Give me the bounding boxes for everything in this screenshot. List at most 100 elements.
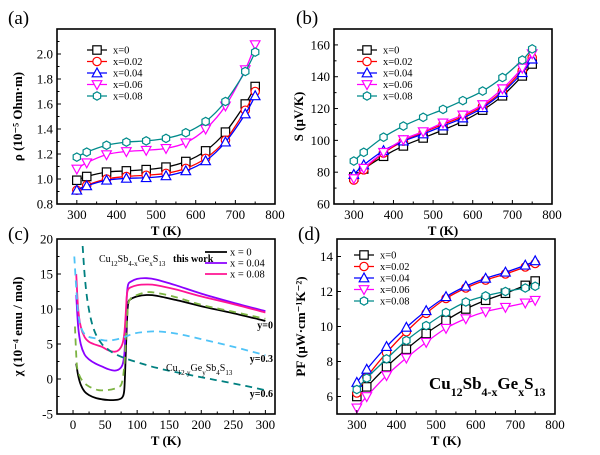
legend-label: x=0.08	[380, 297, 410, 308]
data-point	[479, 307, 492, 318]
y-tick-label: 160	[311, 37, 331, 52]
y-tick-label: 2.0	[37, 47, 53, 62]
data-point	[80, 158, 93, 170]
data-point	[420, 337, 432, 349]
data-point	[100, 173, 113, 185]
legend-marker	[92, 56, 102, 67]
data-point	[221, 96, 230, 107]
legend-marker	[92, 91, 102, 101]
data-point	[161, 133, 171, 144]
data-point	[219, 135, 232, 147]
formula-part: Ge	[138, 254, 150, 265]
x-tick-label: 800	[542, 207, 562, 222]
data-point	[529, 295, 541, 307]
data-point	[481, 290, 490, 301]
compound-formula: Cu12Sb4-xGexS13	[429, 374, 546, 399]
y-tick-label: 1.4	[37, 122, 54, 137]
y-tick-label: 20	[40, 232, 53, 247]
x-tick-label: 400	[384, 207, 404, 222]
data-point	[357, 163, 370, 175]
y-axis-label: ρ (10⁻⁵ Ohm·m)	[10, 72, 25, 161]
y-tick-label: 8	[327, 354, 334, 369]
data-point	[72, 152, 82, 163]
data-point	[241, 66, 250, 77]
data-point	[80, 179, 93, 191]
x-tick-label: 200	[192, 417, 212, 432]
x-tick-label: 400	[107, 207, 127, 222]
data-point	[377, 147, 390, 159]
curve-label: y=0.6	[250, 389, 273, 400]
legend-marker	[361, 66, 373, 78]
data-point	[519, 298, 532, 310]
subscript: 4-x	[482, 385, 498, 399]
data-point	[249, 40, 261, 51]
y-tick-label: 80	[317, 165, 330, 180]
y-tick-label: 60	[317, 197, 330, 212]
legend-marker	[362, 91, 372, 101]
formula-part: Ge	[191, 363, 203, 374]
y-tick-label: 14	[320, 249, 334, 264]
data-point	[400, 353, 413, 365]
subscript: 13	[225, 369, 233, 377]
subscript: x	[149, 260, 153, 268]
data-point	[501, 286, 510, 297]
data-point	[401, 344, 412, 355]
x-axis-label: T (K)	[151, 433, 181, 448]
x-axis-label: T (K)	[428, 223, 458, 238]
x-axis-label: T (K)	[151, 223, 181, 238]
data-point	[529, 254, 541, 266]
data-point	[420, 304, 432, 316]
formula-part: Sb	[206, 363, 217, 374]
data-point	[122, 137, 131, 148]
data-point	[521, 283, 530, 293]
y-tick-label: 12	[320, 284, 333, 299]
x-tick-label: 300	[67, 207, 87, 222]
data-point	[351, 403, 363, 414]
data-point	[441, 315, 451, 326]
data-point	[402, 335, 411, 346]
y-tick-label: 6	[327, 389, 334, 404]
x-tick-label: 100	[127, 417, 147, 432]
data-point	[361, 382, 372, 392]
legend-marker	[359, 296, 369, 306]
series-line-y-0-6	[81, 245, 266, 392]
legend-label: x=0.08	[113, 92, 143, 103]
legend-label: x=0	[113, 46, 129, 57]
x-axis-label: T (K)	[431, 433, 461, 448]
subscript: y	[202, 369, 206, 377]
data-point	[461, 297, 471, 307]
data-point	[359, 147, 368, 158]
y-tick-label: 10	[320, 319, 333, 334]
panel-label: (a)	[8, 8, 29, 29]
this-work-label: this work	[173, 254, 214, 265]
data-point	[380, 340, 393, 352]
reference-formula: Cu12-yGeySb4S13	[166, 363, 233, 377]
data-point	[82, 147, 91, 158]
series-line-y-0-3	[73, 256, 266, 357]
data-point	[457, 110, 469, 122]
x-tick-label: 600	[186, 207, 206, 222]
legend-label: x = 0	[230, 248, 252, 259]
y-tick-label: 0	[47, 372, 54, 387]
legend-marker	[358, 285, 370, 296]
data-point	[160, 169, 172, 181]
data-point	[437, 118, 449, 130]
x-tick-label: 300	[256, 417, 276, 432]
subscript: 12-y	[178, 369, 191, 377]
data-point	[438, 104, 448, 115]
y-axis-label: S (μV/K)	[291, 92, 306, 142]
formula-part: Sb	[463, 374, 482, 393]
series-line-y-0	[74, 291, 266, 392]
legend-marker	[359, 250, 369, 260]
data-point	[220, 127, 231, 137]
panel-label: (c)	[8, 224, 29, 245]
data-point	[418, 112, 428, 123]
legend-label: x=0	[383, 46, 399, 57]
curve-label: y=0	[257, 321, 273, 332]
data-point	[441, 307, 451, 318]
subscript: 12	[111, 260, 119, 268]
data-point	[160, 143, 172, 155]
data-point	[421, 328, 431, 339]
y-axis-label: PF (μW·cm⁻¹K⁻²)	[293, 276, 308, 376]
